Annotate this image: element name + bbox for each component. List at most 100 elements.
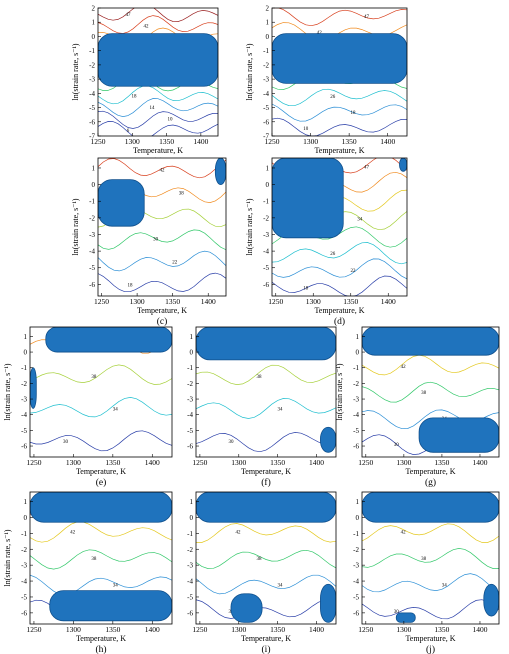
contour-line-i-42 [196,523,336,543]
contour-label-h-34: 34 [113,583,119,588]
x-tick-label-a-1400: 1400 [193,137,208,146]
plot-area-i: 3034384247 [196,492,336,624]
contour-label-j-34: 34 [442,583,448,588]
chart-panel-f: 30343842125013001350140010-1-2-3-4-5-6Te… [187,326,337,488]
instability-region-d-2 [399,158,407,172]
contour-label-d-47: 47 [364,166,370,171]
contour-label-e-38: 38 [91,375,97,380]
x-tick-label-c-1400: 1400 [201,297,216,306]
instability-region-i-3 [320,583,336,623]
contour-label-g-38: 38 [421,391,427,396]
y-tick-label-d--2: -2 [263,214,269,222]
contour-label-c-22: 22 [172,261,178,266]
y-tick-label-g-0: 0 [356,349,360,357]
y-tick-label-i--6: -6 [187,609,193,617]
y-tick-label-b--1: -1 [263,47,269,55]
y-tick-label-c-1: 1 [92,164,96,172]
y-axis-label-a: ln(strain rate, s⁻¹) [71,43,80,100]
axes-frame-e [29,326,173,458]
axes-frame-j [361,491,500,625]
y-tick-label-c--5: -5 [89,264,95,272]
y-tick-label-a--4: -4 [89,90,95,98]
contour-line-b-18 [272,103,407,122]
contour-label-h-42: 42 [70,531,76,536]
x-axis-label-a: Temperature, K [133,146,183,155]
x-tick-label-a-1300: 1300 [125,137,140,146]
axes-frame-a [97,7,219,137]
y-tick-label-d--1: -1 [263,198,269,206]
y-tick-label-g--5: -5 [353,427,359,435]
x-tick-label-e-1250: 1250 [26,458,41,467]
contour-label-f-30: 30 [229,440,235,445]
instability-region-e-2 [30,367,37,409]
y-tick-label-g--3: -3 [353,396,359,404]
y-tick-label-h--3: -3 [21,562,27,570]
y-tick-label-b-0: 0 [266,33,270,41]
instability-region-j-2 [395,612,416,623]
y-tick-label-d--4: -4 [263,248,269,256]
y-tick-label-b--6: -6 [263,118,269,126]
y-tick-label-b-1: 1 [266,19,270,27]
axes-frame-g [361,326,500,458]
y-tick-label-c--2: -2 [89,214,95,222]
y-tick-label-e--2: -2 [21,380,27,388]
x-tick-label-e-1400: 1400 [145,458,160,467]
y-tick-label-g--2: -2 [353,380,359,388]
x-axis-label-b: Temperature, K [314,146,364,155]
x-tick-label-h-1350: 1350 [105,625,120,634]
y-tick-label-c--1: -1 [89,198,95,206]
y-tick-label-h--4: -4 [21,578,27,586]
y-tick-label-b--5: -5 [263,104,269,112]
y-tick-label-h-1: 1 [24,498,28,506]
axes-frame-f [195,326,337,458]
plot-area-d: 1822263034384247 [272,158,407,296]
contour-line-a-47 [98,8,218,22]
instability-region-j-3 [483,583,499,617]
x-tick-label-h-1250: 1250 [26,625,41,634]
y-tick-label-b-2: 2 [266,5,270,13]
y-tick-label-e--1: -1 [21,364,27,372]
y-tick-label-c--3: -3 [89,231,95,239]
x-axis-label-j: Temperature, K [405,634,455,643]
contour-label-d-34: 34 [357,217,363,222]
y-tick-label-g--6: -6 [353,443,359,451]
contour-label-h-38: 38 [91,557,97,562]
contour-line-i-34 [196,574,336,595]
contour-label-b-10: 10 [303,127,309,132]
contour-line-c-42 [98,158,226,179]
x-axis-label-e: Temperature, K [76,467,126,476]
contour-line-h-34 [30,574,172,596]
x-axis-label-c: Temperature, K [137,306,187,315]
y-tick-label-a--5: -5 [89,104,95,112]
contour-line-j-38 [362,548,499,569]
y-tick-label-g-1: 1 [356,333,360,341]
chart-panel-j: 3034384247125013001350140010-1-2-3-4-5-6… [353,491,500,654]
y-tick-label-j--5: -5 [353,593,359,601]
contour-line-j-42 [362,523,499,543]
y-tick-label-c--6: -6 [89,281,95,289]
contour-label-j-42: 42 [401,531,407,536]
y-tick-label-h--5: -5 [21,593,27,601]
x-tick-label-f-1300: 1300 [231,458,246,467]
contour-line-c-22 [98,250,226,272]
contour-line-d-22 [272,258,407,280]
contour-line-a-10 [98,110,218,129]
contour-line-a-18 [98,85,218,105]
contour-line-c-18 [98,272,226,293]
y-tick-label-b--4: -4 [263,90,269,98]
contour-label-d-26: 26 [330,252,336,257]
instability-region-g-1 [362,327,499,356]
x-tick-label-g-1400: 1400 [472,458,487,467]
contour-line-b-47 [272,8,407,27]
contour-line-i-38 [196,549,336,569]
y-tick-label-d-1: 1 [266,164,270,172]
x-axis-label-i: Temperature, K [241,634,291,643]
x-axis-label-g: Temperature, K [405,467,455,476]
instability-region-f-2 [320,426,336,453]
contour-label-e-30: 30 [63,440,69,445]
panel-label-f: (f) [261,477,271,488]
contour-label-b-26: 26 [330,95,336,100]
x-tick-label-j-1350: 1350 [434,625,449,634]
